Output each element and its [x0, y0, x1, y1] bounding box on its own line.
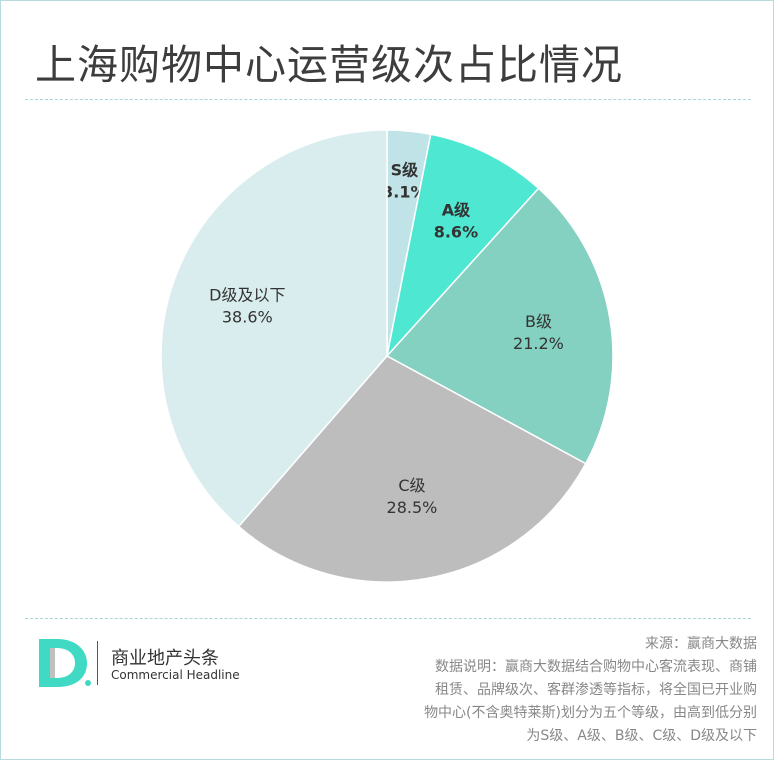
brand-name: 商业地产头条: [111, 648, 219, 669]
slice-value-label: 38.6%: [222, 308, 273, 327]
bottom-divider: [25, 618, 751, 619]
page-title: 上海购物中心运营级次占比情况: [35, 41, 623, 89]
pie-slice: [237, 355, 587, 583]
top-divider: [25, 99, 751, 100]
note-line: 数据说明：赢商大数据结合购物中心客流表现、商铺: [435, 659, 757, 675]
logo-separator: [97, 641, 98, 685]
pie-slice: [385, 187, 614, 465]
brand-english-name: Commercial Headline: [111, 668, 240, 682]
note-line: 为S级、A级、B级、C级、D级及以下: [526, 728, 757, 744]
slice-label: S级: [391, 160, 420, 179]
slice-value-label: 8.6%: [434, 223, 478, 242]
slice-label: B级: [525, 312, 552, 331]
slice-value-label: 21.2%: [513, 334, 564, 353]
slice-value-label: 28.5%: [387, 498, 438, 517]
slice-label: A级: [442, 201, 471, 220]
commercial-headline-logo-icon: [39, 639, 91, 687]
note-line: 租赁、品牌级次、客群渗透等指标，将全国已开业购: [435, 682, 757, 698]
source-note: 来源：赢商大数据 数据说明：赢商大数据结合购物中心客流表现、商铺 租赁、品牌级次…: [377, 633, 757, 748]
note-line: 物中心(不含奥特莱斯)划分为五个等级，由高到低分别: [424, 705, 757, 721]
source-line: 来源：赢商大数据: [645, 636, 757, 652]
slice-label: D级及以下: [209, 286, 285, 305]
pie-chart: S级 3.1% A级 8.6% B级 21.2% C级 28.5% D级及以下 38.6%: [160, 129, 614, 583]
slice-value-label: 3.1%: [382, 182, 426, 201]
slice-label: C级: [398, 476, 425, 495]
pie-slice: [160, 129, 388, 528]
pie-slice: [385, 133, 540, 359]
